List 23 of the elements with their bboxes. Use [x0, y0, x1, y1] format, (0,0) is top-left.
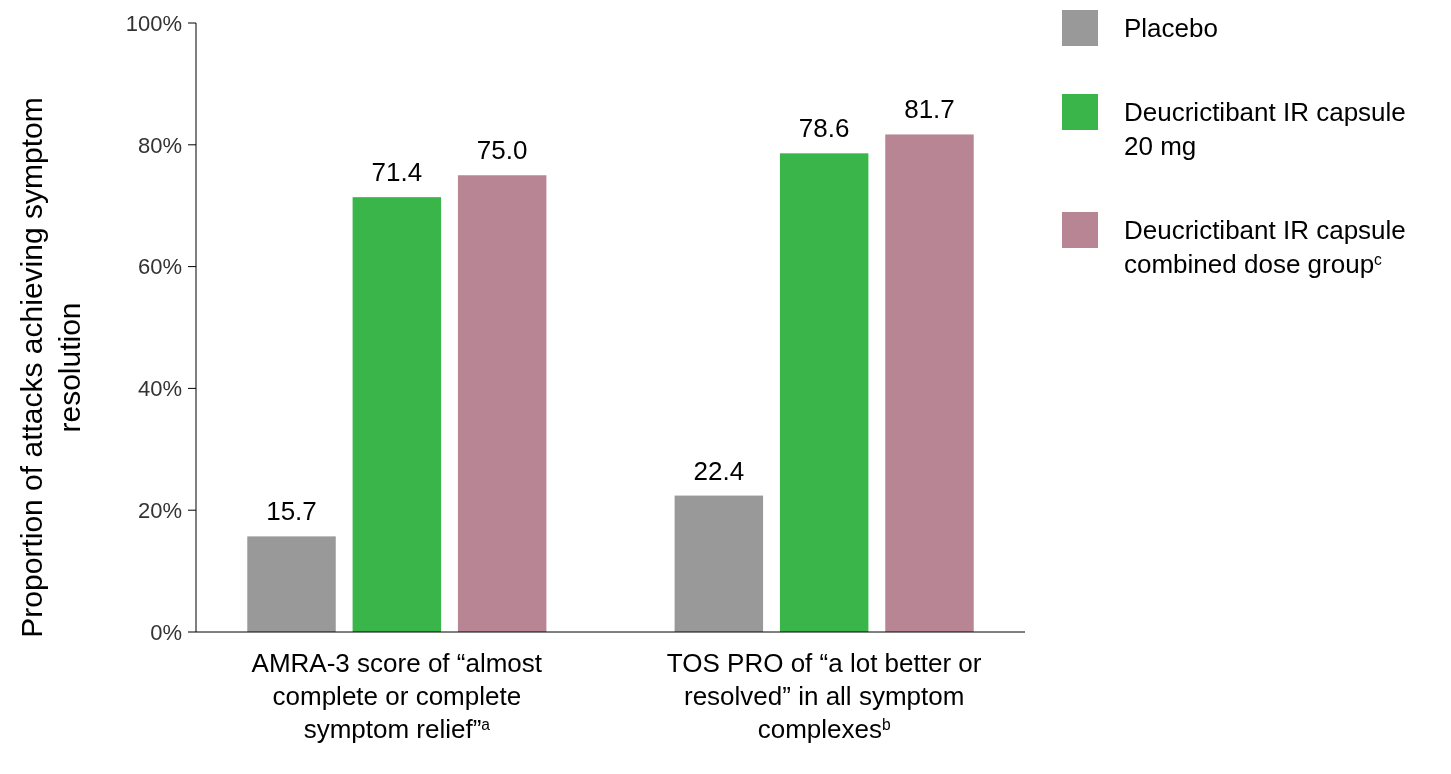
y-tick-label: 20% [137, 497, 182, 523]
y-tick-label: 100% [125, 10, 182, 36]
data-label: 71.4 [371, 157, 423, 188]
data-label: 81.7 [904, 94, 955, 125]
legend-label: Placebo [1124, 13, 1218, 43]
bar [352, 197, 442, 632]
category-label: AMRA-3 score of “almost complete or complete symptom relief”$^{a}$ [251, 648, 543, 744]
data-label: 78.6 [798, 113, 850, 144]
y-tick-label: 60% [137, 254, 182, 280]
text: Deucrictibant IR capsule 20 mg [1124, 97, 1406, 161]
y-tick-label: 80% [137, 132, 182, 158]
text: Deucrictibant IR capsule combined dose group$^{c}$ [1124, 215, 1406, 279]
y-tick-label: 0% [150, 619, 182, 645]
data-label: 15.7 [266, 496, 317, 527]
bar [674, 495, 764, 632]
data-label: 75.0 [476, 135, 528, 166]
bar [457, 175, 547, 632]
data-label: 22.4 [693, 455, 745, 486]
bar [779, 153, 869, 632]
category-label: TOS PRO of “a lot better or resolved” in all symptom complexes$^{b}$ [666, 648, 982, 744]
bar [885, 134, 974, 632]
bar [247, 536, 336, 632]
y-tick-label: 40% [137, 376, 182, 402]
